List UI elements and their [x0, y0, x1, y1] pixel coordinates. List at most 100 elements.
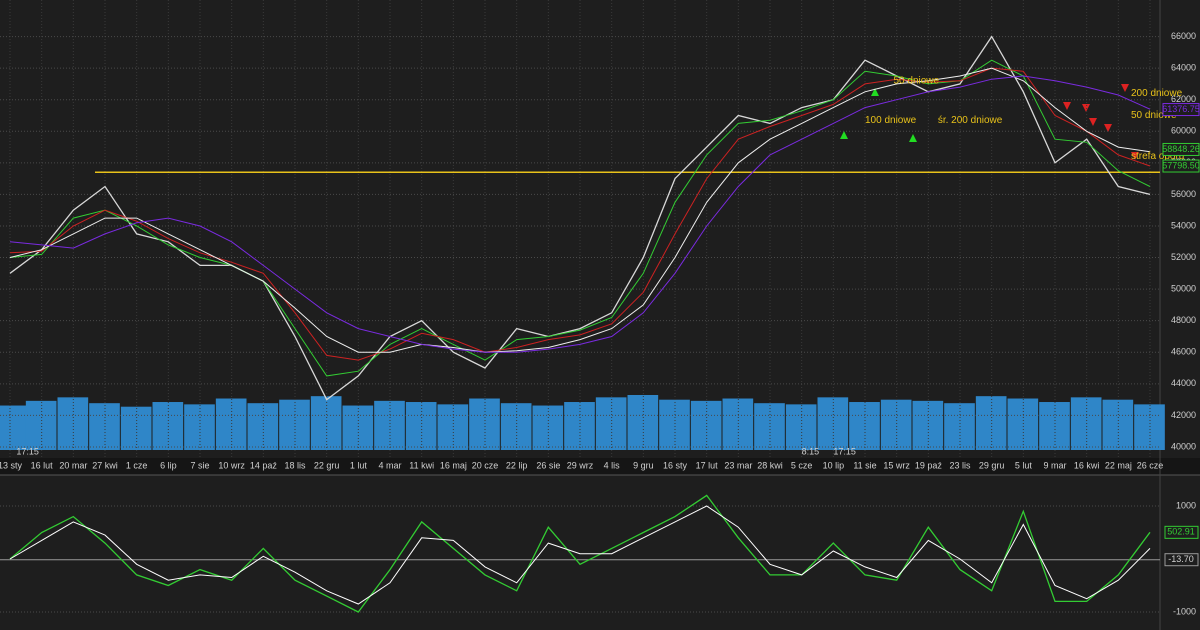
x-tick-label: 5 lut: [1015, 460, 1033, 470]
time-label: 17:15: [833, 446, 856, 456]
x-tick-label: 29 gru: [979, 460, 1005, 470]
arrow: [1104, 124, 1112, 132]
x-tick-label: 26 cze: [1137, 460, 1164, 470]
y-tick-label: 46000: [1171, 347, 1196, 357]
volume-bar: [215, 398, 247, 450]
y-tick-label: 44000: [1171, 378, 1196, 388]
signal-arrows: [840, 84, 1139, 160]
x-tick-label: 18 lis: [284, 460, 306, 470]
x-tick-label: 16 maj: [440, 460, 467, 470]
y-tick-label: 64000: [1171, 63, 1196, 73]
arrow: [1121, 84, 1129, 92]
x-axis-band: [0, 458, 1200, 475]
volume-bar: [1102, 399, 1134, 450]
x-tick-label: 1 cze: [126, 460, 148, 470]
volume-bar: [247, 403, 279, 450]
y-tick-label: 50000: [1171, 283, 1196, 293]
x-tick-label: 6 lip: [160, 460, 177, 470]
x-tick-label: 22 lip: [506, 460, 528, 470]
volume-bar: [880, 399, 912, 450]
level-label: -13.70: [1168, 554, 1194, 564]
x-tick-label: 15 wrz: [883, 460, 910, 470]
price-label-box: [1162, 142, 1200, 156]
annotation: 100 dniowe: [865, 115, 917, 126]
y-tick-label: 66000: [1171, 31, 1196, 41]
last-value-box: [1164, 525, 1199, 539]
x-tick-label: 13 sty: [0, 460, 23, 470]
x-tick-label: 11 kwi: [409, 460, 434, 470]
x-tick-label: 26 sie: [536, 460, 560, 470]
volume-bar: [437, 404, 469, 450]
series-line: [9, 505, 1151, 605]
x-tick-label: 19 paź: [915, 460, 943, 470]
x-tick-label: 9 mar: [1043, 460, 1066, 470]
x-tick-label: 14 paź: [250, 460, 278, 470]
y-tick-label: 54000: [1171, 220, 1196, 230]
annotation: 50 dniowe: [894, 75, 940, 86]
x-tick-label: 16 lut: [31, 460, 54, 470]
arrow: [1063, 102, 1071, 110]
last-value-label: 502.91: [1167, 527, 1195, 537]
volume-bar: [1007, 398, 1039, 450]
price-label-box: [1162, 103, 1200, 117]
volume-bar: [120, 406, 152, 450]
volume-bar: [0, 405, 31, 450]
x-tick-label: 20 cze: [472, 460, 499, 470]
price-label: 58848.26: [1162, 144, 1200, 154]
x-tick-label: 29 wrz: [567, 460, 594, 470]
x-tick-label: 4 mar: [378, 460, 401, 470]
x-tick-label: 16 sty: [663, 460, 688, 470]
volume-bar: [532, 405, 564, 450]
y-tick-label: -1000: [1173, 606, 1196, 616]
volume-bar: [975, 396, 1007, 450]
volume-bar: [690, 400, 722, 450]
volume-bar: [627, 395, 659, 450]
time-label: 8:15: [802, 446, 820, 456]
annotation: strefa oporu: [1131, 151, 1184, 162]
x-tick-label: 4 lis: [604, 460, 621, 470]
series-line: [9, 67, 1151, 353]
x-tick-label: 20 mar: [59, 460, 87, 470]
volume-bar: [659, 399, 690, 450]
volume-bar: [342, 405, 374, 450]
arrow: [909, 134, 917, 142]
x-tick-label: 9 gru: [633, 460, 654, 470]
y-tick-label: 42000: [1171, 410, 1196, 420]
arrow: [1082, 104, 1090, 112]
x-tick-label: 27 kwi: [92, 460, 118, 470]
y-tick-label: 52000: [1171, 252, 1196, 262]
y-tick-label: 48000: [1171, 315, 1196, 325]
annotation: śr. 200 dniowe: [938, 115, 1003, 126]
x-tick-label: 22 gru: [314, 460, 340, 470]
x-tick-label: 28 kwi: [757, 460, 783, 470]
y-tick-label: 1000: [1176, 500, 1196, 510]
series-line: [9, 35, 1151, 401]
annotation: 50 dniowe: [1131, 110, 1177, 121]
x-tick-label: 23 mar: [724, 460, 752, 470]
price-label-box: [1162, 159, 1200, 173]
series-line: [9, 494, 1151, 613]
x-tick-label: 10 lip: [823, 460, 845, 470]
volume-bar: [785, 404, 817, 450]
x-tick-label: 17 lut: [696, 460, 719, 470]
x-tick-label: 23 lis: [949, 460, 971, 470]
annotation: 200 dniowe: [1131, 88, 1183, 99]
y-tick-label: 60000: [1171, 126, 1196, 136]
arrow: [1089, 118, 1097, 126]
x-tick-label: 5 cze: [791, 460, 813, 470]
x-tick-label: 16 kwi: [1074, 460, 1100, 470]
y-tick-label: 56000: [1171, 189, 1196, 199]
series-line: [9, 75, 1151, 353]
time-label: 17:15: [16, 446, 39, 456]
y-tick-label: 62000: [1171, 94, 1196, 104]
volume-bar: [595, 397, 627, 450]
price-label: 61376.75: [1162, 104, 1200, 114]
x-tick-label: 10 wrz: [218, 460, 245, 470]
volume-bar: [722, 398, 754, 450]
volume-bar: [279, 399, 310, 450]
x-tick-label: 7 sie: [190, 460, 209, 470]
arrow: [871, 88, 879, 96]
x-tick-label: 22 maj: [1105, 460, 1132, 470]
